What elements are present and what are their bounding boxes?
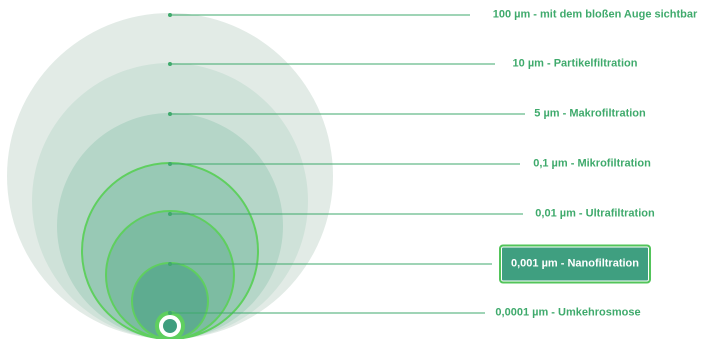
leader-dot [168, 13, 172, 17]
leader-dot [168, 311, 172, 315]
leader-dot [168, 112, 172, 116]
size-label: 0,1 µm - Mikrofiltration [533, 157, 651, 170]
size-circle-core [163, 319, 177, 333]
leader-dot [168, 212, 172, 216]
size-label: 100 µm - mit dem bloßen Auge sichtbar [492, 8, 698, 21]
leader-dot [168, 62, 172, 66]
size-label: 5 µm - Makrofiltration [534, 107, 646, 120]
size-label: 10 µm - Partikelfiltration [512, 57, 638, 70]
highlighted-size-label: 0,001 µm - Nanofiltration [499, 244, 651, 284]
leader-dot [168, 262, 172, 266]
leader-dot [168, 162, 172, 166]
size-label: 0,01 µm - Ultrafiltration [535, 207, 655, 220]
size-label: 0,0001 µm - Umkehrosmose [495, 306, 641, 319]
